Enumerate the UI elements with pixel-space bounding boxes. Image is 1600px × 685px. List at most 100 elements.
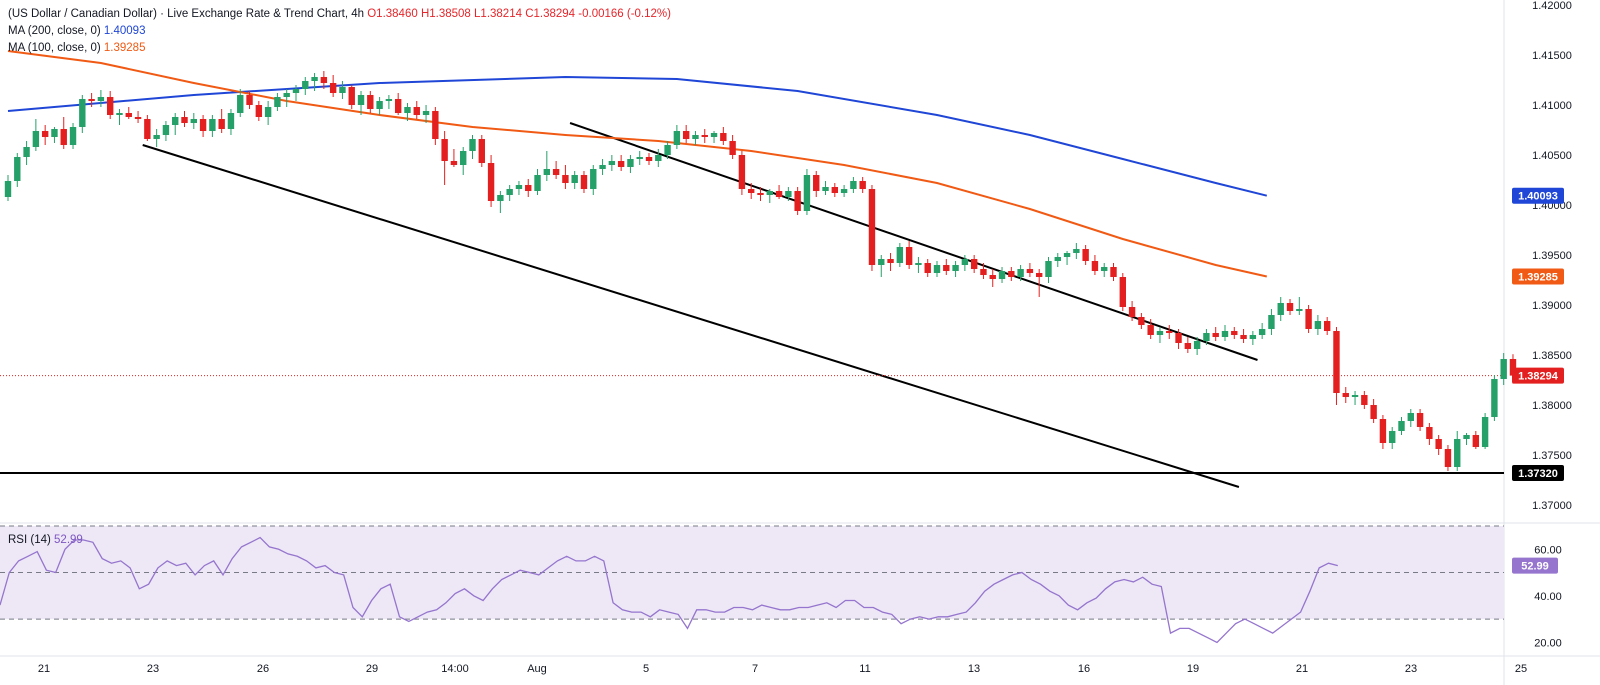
candle-body xyxy=(506,189,513,195)
candle-body xyxy=(1128,307,1136,317)
candle xyxy=(1156,327,1164,343)
candle-body xyxy=(478,139,485,163)
rsi-value-tag-label: 52.99 xyxy=(1521,561,1549,573)
candle-body xyxy=(264,107,272,117)
candle xyxy=(785,187,792,201)
candle-body xyxy=(1361,395,1368,405)
candle xyxy=(116,109,123,125)
candle xyxy=(1128,301,1136,321)
candle-body xyxy=(1277,303,1284,315)
candle-body xyxy=(905,247,913,265)
ma100-line xyxy=(7,50,1268,278)
candle-body xyxy=(655,155,662,161)
candle-body xyxy=(1203,333,1210,341)
candle-body xyxy=(1426,427,1433,439)
ma100-row[interactable]: MA (100, close, 0) 1.39285 xyxy=(8,40,671,57)
candle-body xyxy=(1379,419,1387,443)
candles xyxy=(4,71,1517,471)
candle xyxy=(933,261,941,277)
candle xyxy=(599,159,606,175)
support-line xyxy=(0,375,1504,474)
candle-body xyxy=(1454,439,1461,467)
candle xyxy=(1063,251,1071,265)
candle-body xyxy=(432,111,439,139)
candle xyxy=(1119,273,1126,311)
candle-body xyxy=(413,107,420,115)
candle-body xyxy=(627,159,634,167)
time-tick-label: 21 xyxy=(1296,663,1308,675)
candle xyxy=(590,165,597,195)
candle xyxy=(1314,315,1322,335)
candle-body xyxy=(645,157,653,161)
candle-body xyxy=(608,161,616,165)
price-tick-label: 1.40500 xyxy=(1532,150,1572,162)
candle xyxy=(1389,427,1396,449)
candle-body xyxy=(534,175,541,191)
moving-averages xyxy=(7,50,1268,278)
candle xyxy=(1147,319,1154,339)
time-tick-label: 5 xyxy=(643,663,649,675)
candle xyxy=(720,127,727,145)
candle-body xyxy=(673,131,681,145)
candle-body xyxy=(1342,393,1349,397)
time-tick-label: 7 xyxy=(752,663,758,675)
candle xyxy=(88,93,95,107)
rsi-tick-label: 40.00 xyxy=(1534,591,1562,603)
rsi-legend[interactable]: RSI (14) 52.99 xyxy=(8,534,83,546)
candle-body xyxy=(329,83,337,93)
candle-body xyxy=(134,117,142,119)
price-tick-label: 1.38000 xyxy=(1532,400,1572,412)
candle-body xyxy=(664,145,671,155)
candle-body xyxy=(1444,449,1452,467)
candle xyxy=(134,111,142,123)
candle xyxy=(432,107,439,145)
candle xyxy=(172,113,179,135)
candle-body xyxy=(1398,421,1405,431)
candle-body xyxy=(97,97,105,101)
candle xyxy=(552,161,560,179)
candle-body xyxy=(775,191,783,197)
candle xyxy=(199,115,207,137)
price-tag: 1.38294 xyxy=(1512,367,1564,384)
rsi-value-tag-bg xyxy=(1512,557,1558,574)
candle xyxy=(1296,297,1303,315)
candle xyxy=(738,151,746,195)
candle xyxy=(1249,331,1257,345)
candle xyxy=(1286,299,1294,315)
candle-body xyxy=(469,139,476,151)
candle xyxy=(79,95,86,133)
candle-body xyxy=(803,175,811,211)
candle-body xyxy=(896,247,904,263)
candle-body xyxy=(1314,321,1322,329)
candle-body xyxy=(1175,333,1182,343)
candle-body xyxy=(14,157,21,181)
candle-body xyxy=(571,175,578,183)
candle xyxy=(237,89,244,117)
candle xyxy=(627,155,634,173)
candle-body xyxy=(422,111,430,115)
candle xyxy=(394,93,402,115)
candle-body xyxy=(144,119,151,139)
candle xyxy=(794,187,801,215)
candle xyxy=(460,147,467,175)
low-value: L1.38214 xyxy=(474,8,522,20)
candle xyxy=(868,185,876,271)
candle-body xyxy=(172,117,179,125)
candle xyxy=(227,109,235,135)
candle-body xyxy=(209,119,216,131)
candle xyxy=(478,135,485,167)
candle xyxy=(1258,323,1266,339)
candle xyxy=(515,181,523,195)
candle xyxy=(274,93,281,111)
candle-body xyxy=(1333,331,1340,393)
ma200-row[interactable]: MA (200, close, 0) 1.40093 xyxy=(8,23,671,40)
candle-body xyxy=(60,129,67,145)
price-tick-label: 1.37000 xyxy=(1532,500,1572,512)
candle-body xyxy=(766,191,773,195)
candle-body xyxy=(915,263,922,265)
candle-body xyxy=(1045,261,1052,277)
price-tag: 1.39285 xyxy=(1512,268,1564,285)
time-tick-label: 21 xyxy=(38,663,50,675)
candle xyxy=(1481,413,1489,449)
